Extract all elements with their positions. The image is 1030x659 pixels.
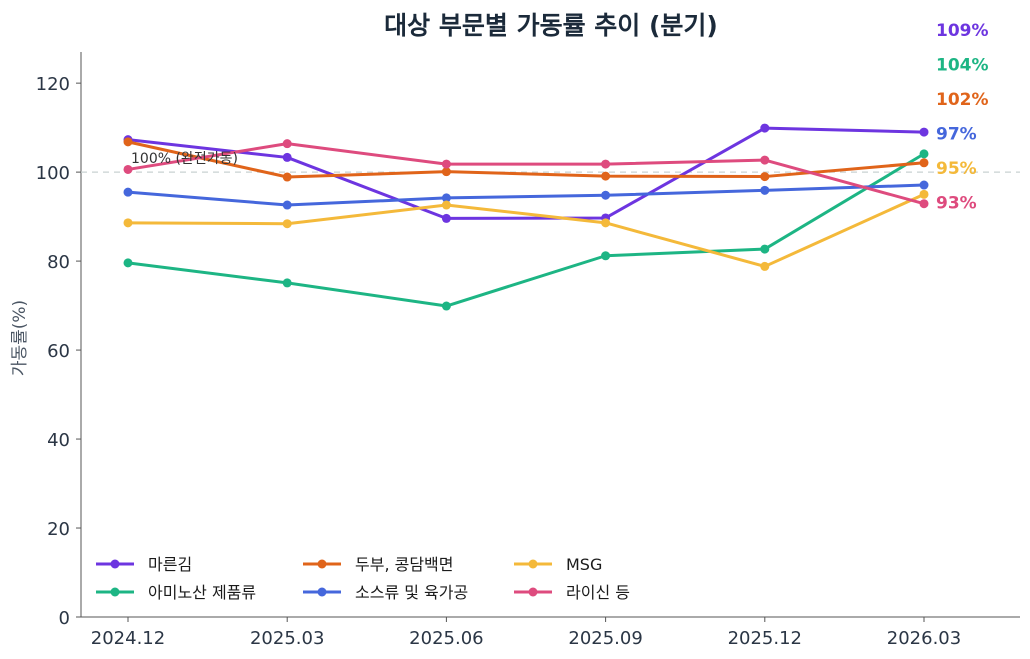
end-value-label: 97% bbox=[936, 125, 977, 145]
data-point bbox=[282, 152, 292, 162]
series-line bbox=[126, 140, 926, 179]
y-tick-label: 120 bbox=[36, 74, 70, 95]
data-point bbox=[441, 200, 451, 210]
y-tick-label: 0 bbox=[59, 608, 70, 629]
legend-label: 라이신 등 bbox=[566, 583, 630, 602]
y-tick-label: 40 bbox=[47, 430, 70, 451]
data-point bbox=[123, 187, 133, 197]
data-point bbox=[601, 218, 611, 228]
end-value-label: 104% bbox=[936, 56, 989, 76]
data-point bbox=[760, 155, 770, 165]
series-line bbox=[126, 142, 926, 206]
data-point bbox=[760, 244, 770, 254]
data-point bbox=[441, 213, 451, 223]
data-point bbox=[919, 189, 929, 199]
x-tick-label: 2025.06 bbox=[409, 628, 483, 649]
data-point bbox=[760, 185, 770, 195]
series-line bbox=[126, 183, 926, 207]
legend-label: 두부, 콩담백면 bbox=[355, 555, 454, 574]
data-point bbox=[123, 218, 133, 228]
data-point bbox=[123, 137, 133, 147]
data-point bbox=[760, 261, 770, 271]
y-tick-label: 60 bbox=[47, 341, 70, 362]
data-point bbox=[441, 159, 451, 169]
x-tick-label: 2025.09 bbox=[568, 628, 642, 649]
data-point bbox=[282, 278, 292, 288]
legend-swatch-marker bbox=[317, 587, 327, 597]
data-point bbox=[760, 172, 770, 182]
legend-swatch-marker bbox=[110, 587, 120, 597]
legend-label: MSG bbox=[566, 555, 602, 574]
chart-title: 대상 부문별 가동률 추이 (분기) bbox=[384, 11, 718, 40]
data-point bbox=[441, 193, 451, 203]
y-tick-label: 100 bbox=[36, 163, 70, 184]
data-point bbox=[601, 251, 611, 261]
legend-swatch-marker bbox=[528, 587, 538, 597]
data-point bbox=[123, 258, 133, 268]
data-point bbox=[123, 164, 133, 174]
y-axis-label: 가동률(%) bbox=[10, 300, 30, 376]
data-point bbox=[919, 127, 929, 137]
series-line bbox=[126, 192, 926, 268]
x-tick-label: 2026.03 bbox=[887, 628, 961, 649]
series-line bbox=[126, 126, 926, 220]
data-point bbox=[601, 171, 611, 181]
series-line bbox=[126, 152, 926, 308]
legend-label: 아미노산 제품류 bbox=[148, 583, 256, 602]
legend-swatch-marker bbox=[528, 559, 538, 569]
x-tick-label: 2025.12 bbox=[728, 628, 802, 649]
end-value-label: 102% bbox=[936, 90, 989, 110]
data-point bbox=[282, 172, 292, 182]
data-point bbox=[441, 301, 451, 311]
data-point bbox=[919, 199, 929, 209]
legend-swatch-marker bbox=[110, 559, 120, 569]
legend-label: 소스류 및 육가공 bbox=[355, 583, 468, 602]
x-tick-label: 2025.03 bbox=[250, 628, 324, 649]
end-value-label: 109% bbox=[936, 21, 989, 41]
reference-line-label: 100% (완전가동) bbox=[131, 151, 238, 167]
data-point bbox=[919, 180, 929, 190]
y-tick-label: 20 bbox=[47, 519, 70, 540]
y-tick-label: 80 bbox=[47, 252, 70, 273]
data-point bbox=[441, 167, 451, 177]
data-point bbox=[760, 123, 770, 133]
legend-swatch-marker bbox=[317, 559, 327, 569]
end-value-label: 93% bbox=[936, 194, 977, 214]
data-point bbox=[601, 190, 611, 200]
end-value-label: 95% bbox=[936, 159, 977, 179]
data-point bbox=[282, 219, 292, 229]
data-point bbox=[282, 200, 292, 210]
legend-label: 마른김 bbox=[148, 555, 192, 574]
x-tick-label: 2024.12 bbox=[91, 628, 165, 649]
data-point bbox=[282, 139, 292, 149]
data-point bbox=[919, 158, 929, 168]
data-point bbox=[601, 159, 611, 169]
data-point bbox=[919, 149, 929, 159]
